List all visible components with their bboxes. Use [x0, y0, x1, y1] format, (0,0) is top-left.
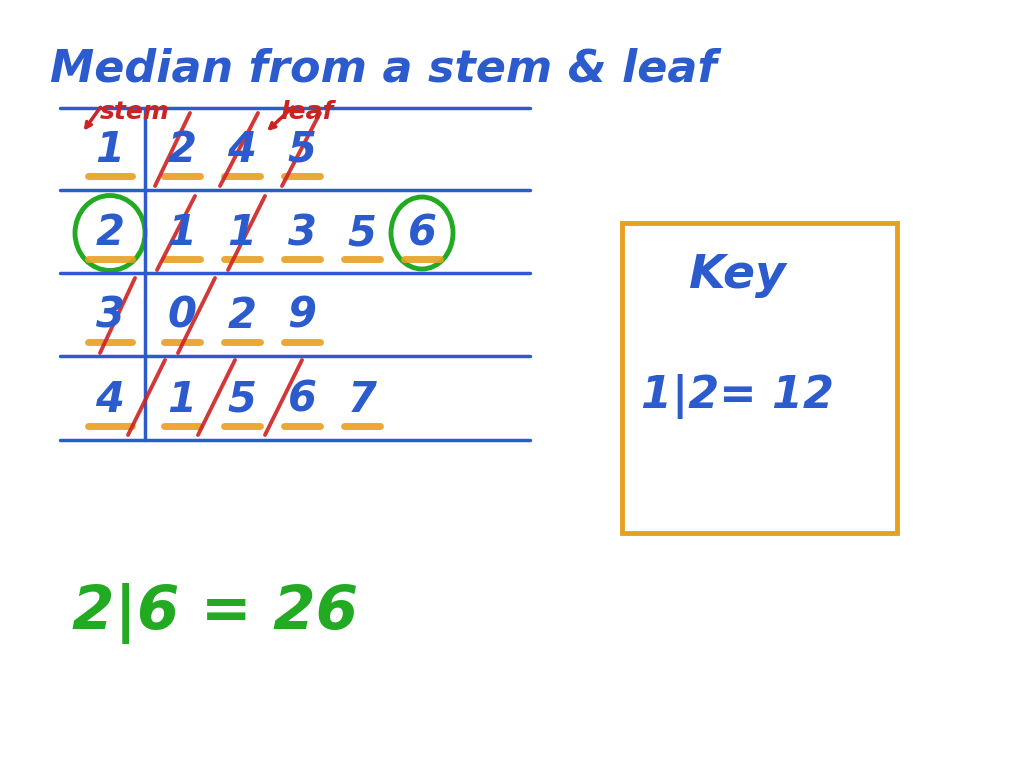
Text: 0: 0 — [168, 295, 197, 337]
Text: 9: 9 — [288, 295, 316, 337]
Text: 5: 5 — [227, 379, 256, 421]
Text: 5: 5 — [347, 212, 377, 254]
Text: 6: 6 — [408, 212, 436, 254]
Text: 2: 2 — [227, 295, 256, 337]
Text: 2|6 = 26: 2|6 = 26 — [72, 583, 358, 644]
FancyBboxPatch shape — [622, 223, 897, 533]
Text: 3: 3 — [95, 295, 125, 337]
Text: 1: 1 — [168, 379, 197, 421]
Text: 4: 4 — [227, 129, 256, 171]
Text: 6: 6 — [288, 379, 316, 421]
Text: Median from a stem & leaf: Median from a stem & leaf — [50, 48, 717, 91]
Text: 4: 4 — [95, 379, 125, 421]
Text: 7: 7 — [347, 379, 377, 421]
Text: leaf: leaf — [280, 100, 334, 124]
Text: Key: Key — [689, 253, 785, 298]
Text: 2: 2 — [95, 212, 125, 254]
Text: 1: 1 — [168, 212, 197, 254]
Text: 1|2= 12: 1|2= 12 — [641, 374, 834, 419]
Text: stem: stem — [100, 100, 170, 124]
Text: 5: 5 — [288, 129, 316, 171]
Text: 2: 2 — [168, 129, 197, 171]
Text: 1: 1 — [95, 129, 125, 171]
Text: 3: 3 — [288, 212, 316, 254]
Text: 1: 1 — [227, 212, 256, 254]
